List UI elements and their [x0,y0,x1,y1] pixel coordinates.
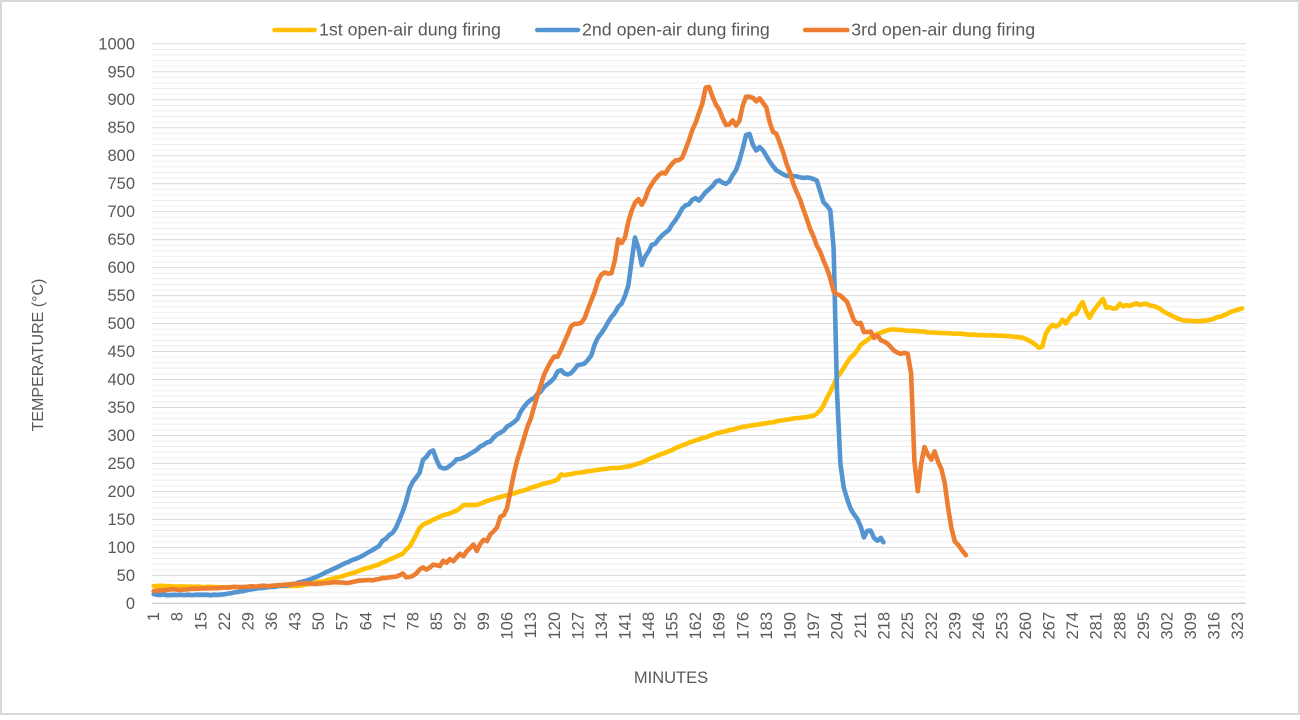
svg-text:400: 400 [107,371,135,389]
svg-text:155: 155 [664,612,682,640]
svg-text:64: 64 [357,612,375,630]
svg-text:162: 162 [687,612,705,640]
svg-text:302: 302 [1158,612,1176,640]
svg-text:300: 300 [107,427,135,445]
svg-text:253: 253 [994,612,1012,640]
svg-text:750: 750 [107,175,135,193]
svg-text:43: 43 [287,612,305,630]
svg-text:450: 450 [107,343,135,361]
svg-text:0: 0 [126,595,135,613]
svg-text:197: 197 [805,612,823,640]
svg-text:950: 950 [107,63,135,81]
svg-text:1st open-air dung firing: 1st open-air dung firing [319,20,501,40]
svg-text:113: 113 [522,612,540,638]
svg-text:100: 100 [107,539,135,557]
svg-text:323: 323 [1229,612,1247,640]
svg-text:267: 267 [1041,612,1059,640]
svg-text:29: 29 [239,612,257,630]
svg-text:274: 274 [1064,612,1082,640]
svg-text:150: 150 [107,511,135,529]
svg-text:600: 600 [107,259,135,277]
svg-text:MINUTES: MINUTES [634,669,708,687]
svg-text:288: 288 [1111,612,1129,640]
svg-text:148: 148 [640,612,658,640]
svg-text:50: 50 [310,612,328,630]
svg-text:232: 232 [923,612,941,640]
svg-text:281: 281 [1088,612,1106,640]
svg-text:211: 211 [852,612,870,638]
svg-text:350: 350 [107,399,135,417]
svg-text:106: 106 [499,612,517,640]
svg-text:650: 650 [107,231,135,249]
svg-text:239: 239 [946,612,964,640]
svg-text:2nd open-air dung firing: 2nd open-air dung firing [582,20,770,40]
svg-text:36: 36 [263,612,281,630]
svg-text:15: 15 [192,612,210,630]
svg-text:700: 700 [107,203,135,221]
svg-text:8: 8 [169,612,187,621]
svg-text:141: 141 [616,612,634,640]
svg-text:295: 295 [1135,612,1153,640]
svg-text:TEMPERATURE (°C): TEMPERATURE (°C) [30,279,47,432]
svg-text:120: 120 [546,612,564,640]
svg-text:900: 900 [107,91,135,109]
svg-text:204: 204 [829,612,847,640]
svg-text:225: 225 [899,612,917,640]
svg-text:246: 246 [970,612,988,640]
svg-text:92: 92 [452,612,470,630]
svg-text:183: 183 [758,612,776,640]
svg-text:78: 78 [404,612,422,630]
svg-text:500: 500 [107,315,135,333]
svg-text:71: 71 [381,612,399,630]
svg-text:127: 127 [569,612,587,640]
svg-text:250: 250 [107,455,135,473]
svg-text:99: 99 [475,612,493,630]
svg-text:22: 22 [216,612,234,630]
svg-text:200: 200 [107,483,135,501]
svg-text:190: 190 [781,612,799,640]
svg-text:316: 316 [1206,612,1224,640]
svg-text:800: 800 [107,147,135,165]
svg-text:309: 309 [1182,612,1200,640]
svg-text:850: 850 [107,119,135,137]
svg-text:134: 134 [593,612,611,640]
svg-text:85: 85 [428,612,446,630]
svg-text:50: 50 [117,567,135,585]
svg-text:1000: 1000 [98,35,135,53]
svg-text:3rd open-air dung firing: 3rd open-air dung firing [851,20,1035,40]
svg-text:176: 176 [734,612,752,640]
svg-text:169: 169 [711,612,729,640]
svg-text:550: 550 [107,287,135,305]
svg-text:260: 260 [1017,612,1035,640]
svg-text:218: 218 [876,612,894,640]
svg-text:57: 57 [334,612,352,630]
svg-text:1: 1 [145,612,163,621]
